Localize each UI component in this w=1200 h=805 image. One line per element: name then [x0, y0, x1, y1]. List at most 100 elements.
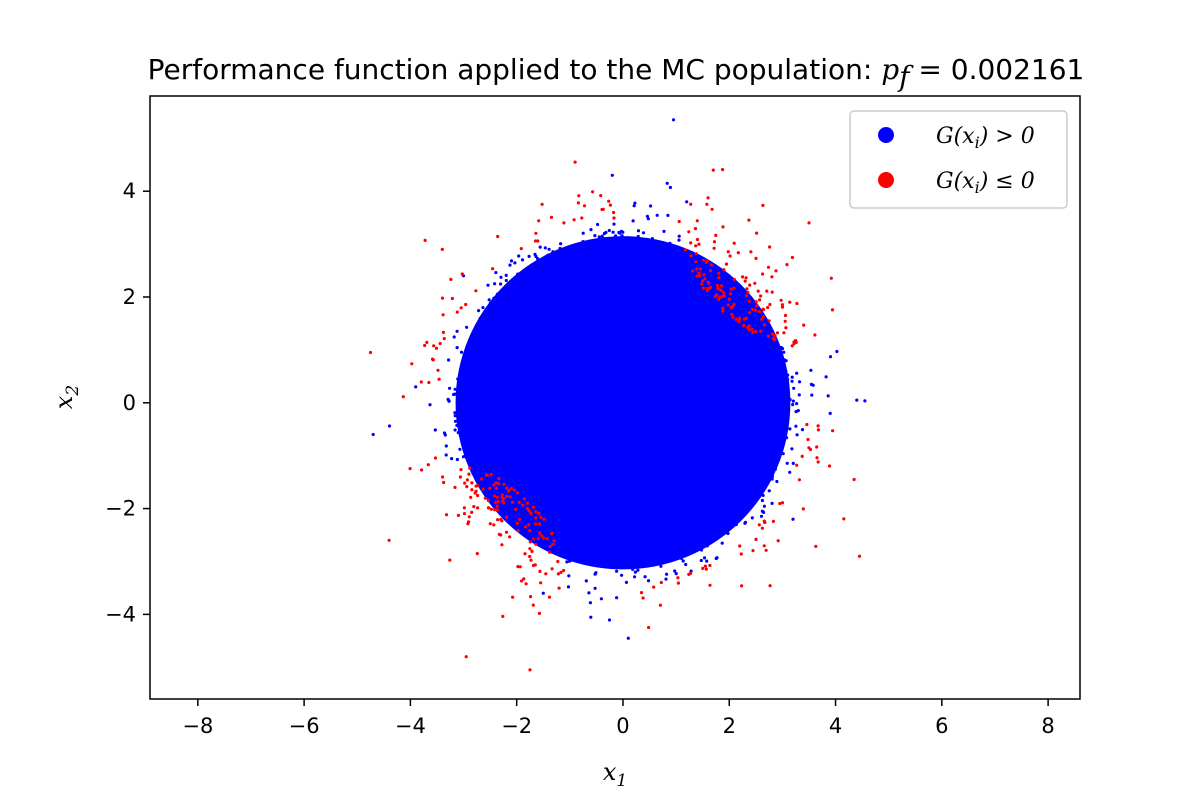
blue-point — [520, 302, 524, 306]
blue-point — [664, 258, 668, 262]
red-point — [527, 523, 531, 527]
blue-point — [668, 241, 672, 245]
blue-point — [620, 573, 624, 577]
blue-point — [729, 506, 733, 510]
blue-point — [732, 485, 736, 489]
blue-point — [545, 288, 549, 292]
blue-point — [543, 284, 547, 288]
blue-point — [764, 462, 768, 466]
blue-point — [478, 458, 483, 463]
red-point — [529, 595, 533, 599]
red-point — [750, 327, 754, 331]
blue-point — [614, 234, 618, 238]
blue-point — [546, 253, 550, 257]
blue-point — [509, 478, 513, 482]
blue-point — [642, 553, 646, 557]
red-point — [746, 290, 750, 294]
red-point — [514, 507, 518, 511]
blue-point — [505, 293, 509, 297]
blue-point — [450, 457, 454, 461]
blue-point — [480, 333, 484, 337]
blue-point — [723, 494, 727, 498]
blue-point — [482, 355, 486, 359]
blue-point — [688, 530, 693, 534]
blue-point — [764, 364, 768, 368]
red-point — [494, 500, 498, 504]
blue-point — [495, 341, 499, 346]
blue-point — [773, 462, 777, 466]
blue-point — [489, 333, 494, 337]
blue-point — [459, 407, 463, 411]
red-point — [676, 581, 681, 585]
red-point — [431, 358, 435, 362]
red-point — [737, 317, 742, 321]
blue-point — [698, 285, 702, 289]
blue-point — [751, 355, 755, 359]
blue-point — [742, 477, 747, 481]
x-tick-label: 4 — [829, 714, 842, 738]
red-point — [687, 230, 691, 234]
red-point — [423, 343, 427, 348]
red-point — [728, 254, 732, 258]
red-point — [551, 542, 555, 547]
red-point — [743, 279, 747, 283]
blue-point — [776, 388, 780, 392]
red-point — [501, 499, 505, 503]
x-tick-label: 2 — [723, 714, 736, 738]
blue-point — [482, 460, 486, 464]
blue-point — [770, 477, 774, 481]
red-point — [486, 506, 490, 510]
blue-point — [569, 260, 573, 265]
blue-point — [601, 236, 605, 240]
red-point — [495, 504, 499, 508]
red-point — [444, 513, 449, 517]
blue-point — [504, 474, 508, 478]
red-point — [548, 544, 553, 549]
blue-point — [752, 437, 756, 441]
blue-point — [700, 529, 704, 533]
blue-point — [767, 400, 772, 404]
red-point — [759, 329, 763, 333]
blue-point — [453, 392, 457, 396]
blue-point — [458, 390, 462, 395]
red-point — [544, 572, 548, 576]
red-point — [754, 256, 758, 260]
blue-point — [567, 559, 572, 563]
blue-point — [624, 262, 628, 266]
red-point — [523, 552, 527, 556]
red-point — [721, 309, 725, 313]
red-point — [677, 219, 681, 224]
blue-point — [487, 331, 491, 335]
blue-point — [663, 538, 667, 542]
red-point — [754, 300, 758, 304]
blue-point — [716, 527, 721, 532]
red-point — [709, 285, 713, 289]
blue-point — [485, 367, 489, 371]
blue-point — [761, 493, 765, 497]
blue-point — [600, 560, 604, 564]
red-point — [757, 523, 761, 527]
blue-point — [556, 523, 560, 527]
red-point — [762, 519, 766, 523]
blue-point — [534, 254, 538, 259]
red-point — [785, 263, 789, 267]
blue-point — [485, 445, 489, 450]
red-point — [694, 244, 698, 248]
red-point — [537, 611, 542, 616]
blue-point — [620, 234, 624, 238]
blue-point — [504, 476, 508, 480]
blue-point — [767, 489, 771, 493]
blue-point — [635, 556, 639, 560]
red-point — [755, 231, 759, 235]
blue-point — [533, 275, 537, 279]
blue-point — [466, 410, 470, 415]
red-point — [550, 567, 554, 571]
red-point — [505, 486, 509, 490]
red-point — [492, 483, 496, 487]
blue-point — [756, 470, 760, 474]
legend-label-red: G(xi) ≤ 0 — [936, 169, 1035, 197]
red-point — [534, 542, 538, 546]
blue-point — [510, 317, 514, 321]
blue-point — [739, 499, 744, 504]
blue-point — [474, 414, 479, 418]
